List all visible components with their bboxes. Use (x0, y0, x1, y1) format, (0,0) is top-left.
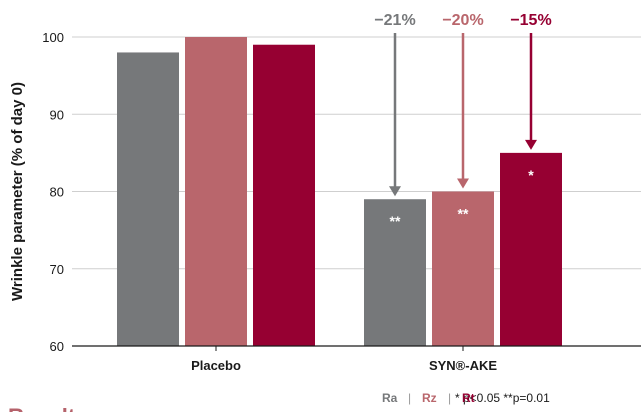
legend-entry-ra: Ra (382, 391, 398, 405)
legend-separator: | (448, 391, 451, 405)
y-tick-label: 60 (50, 339, 64, 354)
change-arrowhead (457, 178, 469, 189)
x-tick-label: Placebo (191, 358, 241, 373)
x-tick-label: SYN®-AKE (429, 358, 497, 373)
change-arrowhead (389, 186, 401, 197)
change-label: −15% (510, 12, 551, 29)
results-heading: Results: (8, 404, 95, 412)
bars (117, 37, 562, 346)
bar-rz (432, 191, 494, 346)
bar-rz (185, 37, 247, 346)
bar-rt (500, 152, 562, 346)
change-label: −21% (374, 12, 415, 29)
annotations: ** ***−21% −20% −15% (374, 12, 551, 229)
bar-ra (364, 199, 426, 346)
significance-label: ** (390, 213, 401, 229)
significance-label: * (528, 167, 534, 183)
change-arrowhead (525, 139, 537, 150)
legend-separator: | (408, 391, 411, 405)
legend-entry-rt: Rt (462, 391, 475, 405)
change-label: −20% (442, 12, 483, 29)
axes: 60 70 80 90 100 Placebo SYN®-AKE (42, 30, 641, 373)
bar-ra (117, 52, 179, 346)
y-tick-label: 90 (50, 107, 64, 122)
legend-entry-rz: Rz (422, 391, 437, 405)
y-tick-label: 80 (50, 185, 64, 200)
significance-label: ** (458, 206, 469, 222)
y-tick-label: 100 (42, 30, 64, 45)
legend: * p<0.05 **p=0.01 Ra | Rz | Rt (382, 391, 550, 405)
bar-rt (253, 44, 315, 346)
p-value-note: * p<0.05 **p=0.01 (455, 391, 550, 405)
y-tick-label: 70 (50, 262, 64, 277)
y-axis-title: Wrinkle parameter (% of day 0) (9, 82, 26, 301)
